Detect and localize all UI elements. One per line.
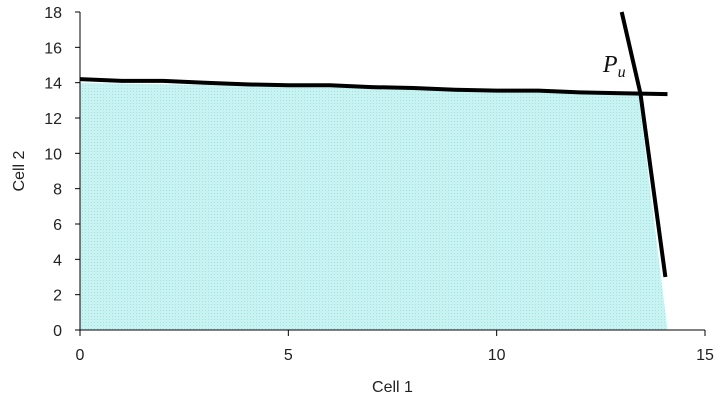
y-axis-title: Cell 2 xyxy=(11,150,28,191)
series-line-2 xyxy=(619,11,668,278)
y-tick-label: 18 xyxy=(44,5,62,22)
point-label: Pu xyxy=(602,52,626,81)
x-tick-label: 5 xyxy=(284,347,293,364)
y-tick-label: 14 xyxy=(44,76,62,93)
x-tick-label: 0 xyxy=(76,347,85,364)
x-tick-label: 15 xyxy=(696,347,714,364)
y-tick-label: 6 xyxy=(53,217,62,234)
y-tick-label: 10 xyxy=(44,146,62,163)
annotations: Pu xyxy=(602,52,626,81)
x-tick-label: 10 xyxy=(488,347,506,364)
series-line-1 xyxy=(79,77,668,97)
y-tick-label: 16 xyxy=(44,40,62,57)
y-tick-label: 12 xyxy=(44,111,62,128)
x-axis: 0 5 10 15 xyxy=(76,329,714,364)
y-tick-label: 2 xyxy=(53,288,62,305)
feasible-region xyxy=(80,82,668,330)
plot-area xyxy=(79,11,668,330)
x-axis-title: Cell 1 xyxy=(372,379,413,396)
y-tick-label: 8 xyxy=(53,182,62,199)
y-tick-label: 0 xyxy=(53,323,62,340)
y-tick-label: 4 xyxy=(53,252,62,269)
y-axis: 0 2 4 6 8 10 12 14 16 18 xyxy=(44,5,81,340)
